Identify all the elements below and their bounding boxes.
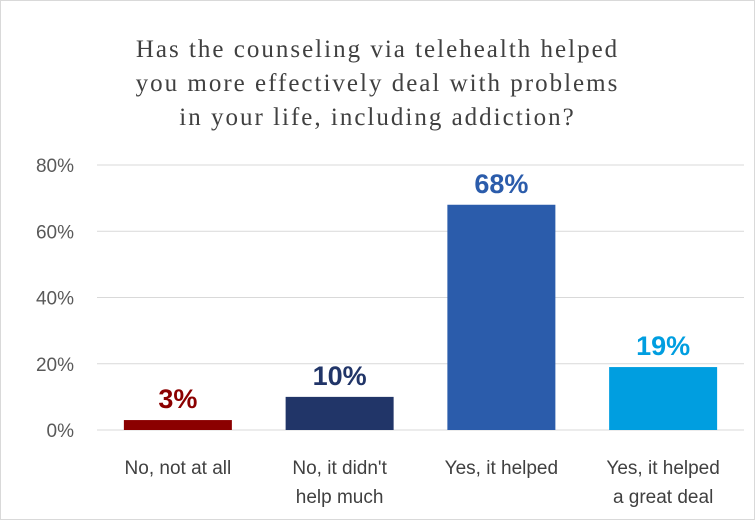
bar: [285, 396, 394, 430]
data-label: 19%: [636, 331, 690, 361]
category-label: help much: [296, 487, 384, 508]
chart-title-line-3: in your life, including addiction?: [179, 104, 576, 131]
y-tick-label: 60%: [36, 222, 74, 243]
data-label: 68%: [474, 169, 528, 199]
data-label: 10%: [313, 361, 367, 391]
y-tick-label: 20%: [36, 355, 74, 376]
bar: [447, 204, 556, 430]
chart-title-line-2: you more effectively deal with problems: [135, 70, 620, 97]
category-label: Yes, it helped: [445, 458, 558, 479]
category-label: a great deal: [613, 487, 713, 508]
y-tick-label: 80%: [36, 156, 74, 177]
category-label: No, not at all: [125, 458, 232, 479]
bar: [123, 420, 232, 430]
category-label: Yes, it helped: [606, 458, 719, 479]
bar: [609, 367, 718, 430]
y-tick-label: 0%: [47, 421, 75, 442]
y-tick-label: 40%: [36, 289, 74, 310]
data-label: 3%: [158, 384, 197, 414]
chart-title-line-1: Has the counseling via telehealth helped: [135, 36, 620, 63]
category-label: No, it didn't: [292, 458, 387, 479]
chart-title: Has the counseling via telehealth helped…: [1, 33, 754, 135]
